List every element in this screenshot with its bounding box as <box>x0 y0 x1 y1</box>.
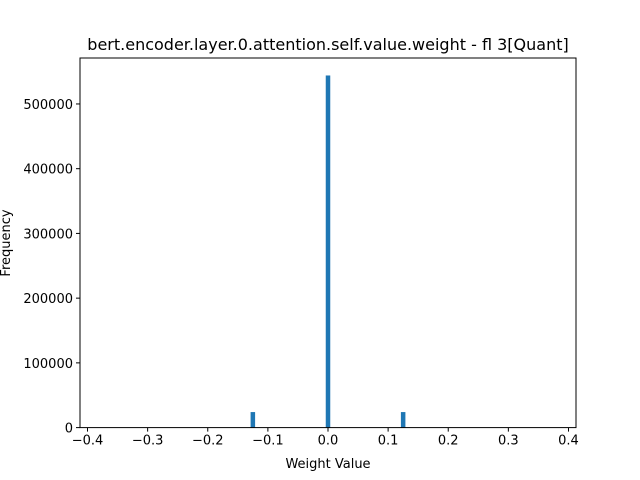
y-axis-label: Frequency <box>0 209 14 276</box>
y-axis-ticks: 0 100000 200000 300000 400000 500000 <box>23 98 80 437</box>
x-tick-label: 0.2 <box>438 434 459 449</box>
histogram-bar <box>325 75 331 428</box>
x-axis-label: Weight Value <box>285 457 370 472</box>
x-tick-label: −0.4 <box>72 434 104 449</box>
y-tick-label: 0 <box>65 422 73 437</box>
histogram-bar <box>400 412 406 428</box>
x-tick-label: 0.1 <box>378 434 399 449</box>
x-tick-label: −0.1 <box>252 434 284 449</box>
x-tick-label: −0.3 <box>132 434 164 449</box>
y-tick-label: 100000 <box>23 357 73 372</box>
y-tick-label: 400000 <box>23 163 73 178</box>
y-tick-label: 300000 <box>23 227 73 242</box>
x-axis-ticks: −0.4 −0.3 −0.2 −0.1 0.0 0.1 0.2 0.3 0.4 <box>72 427 579 449</box>
plot-frame <box>79 57 577 429</box>
y-tick-label: 200000 <box>23 292 73 307</box>
chart-title: bert.encoder.layer.0.attention.self.valu… <box>87 35 568 54</box>
x-tick-label: 0.0 <box>318 434 339 449</box>
x-tick-label: 0.3 <box>498 434 519 449</box>
x-tick-label: −0.2 <box>192 434 224 449</box>
bars-group <box>250 75 406 428</box>
x-tick-label: 0.4 <box>558 434 579 449</box>
y-tick-label: 500000 <box>23 98 73 113</box>
histogram-bar <box>250 412 256 428</box>
